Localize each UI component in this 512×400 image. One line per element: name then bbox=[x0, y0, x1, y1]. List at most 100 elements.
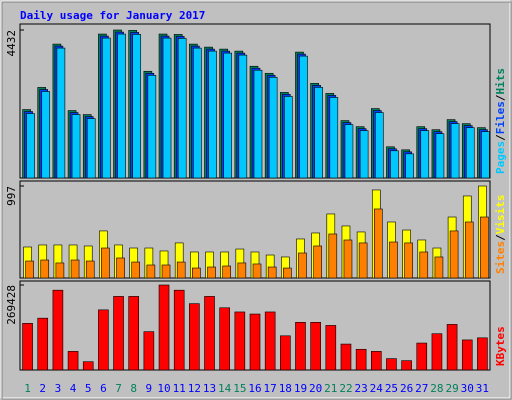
x-tick-label: 5 bbox=[85, 382, 92, 395]
bar bbox=[131, 261, 141, 279]
x-tick-label: 13 bbox=[203, 382, 216, 395]
x-tick-label: 12 bbox=[188, 382, 201, 395]
x-tick-label: 26 bbox=[400, 382, 413, 395]
bar bbox=[253, 69, 263, 179]
bar bbox=[208, 50, 217, 179]
x-tick-label: 24 bbox=[370, 382, 384, 395]
legend-entry: Hits bbox=[494, 68, 507, 95]
x-tick-label: 30 bbox=[461, 382, 474, 395]
bar bbox=[234, 311, 246, 371]
bar bbox=[161, 264, 171, 279]
bar bbox=[370, 351, 382, 371]
bar bbox=[40, 259, 50, 279]
bar bbox=[204, 296, 215, 371]
bar bbox=[434, 256, 444, 279]
bar bbox=[132, 34, 142, 179]
bar bbox=[70, 259, 80, 279]
y-tick-label: 997 bbox=[5, 186, 18, 206]
bar bbox=[477, 337, 488, 371]
bar bbox=[101, 247, 110, 279]
bar bbox=[71, 114, 81, 179]
bar bbox=[404, 242, 413, 279]
bar bbox=[313, 245, 322, 279]
bar bbox=[314, 87, 323, 179]
x-tick-label: 28 bbox=[430, 382, 443, 395]
x-tick-label: 11 bbox=[173, 382, 186, 395]
bar bbox=[146, 264, 156, 279]
bar bbox=[222, 265, 231, 279]
x-tick-label: 1 bbox=[24, 382, 31, 395]
bar bbox=[340, 343, 352, 371]
x-tick-label: 22 bbox=[339, 382, 352, 395]
bar bbox=[37, 317, 49, 371]
bar bbox=[310, 321, 321, 371]
bar bbox=[295, 321, 306, 371]
bar bbox=[298, 252, 307, 279]
bar bbox=[113, 296, 124, 371]
bar bbox=[464, 221, 474, 279]
bar bbox=[374, 112, 384, 179]
bar bbox=[177, 38, 187, 179]
y-tick-label: 269428 bbox=[5, 285, 18, 325]
bar bbox=[26, 113, 35, 179]
bar bbox=[189, 303, 200, 371]
bar bbox=[117, 33, 126, 179]
bar bbox=[465, 127, 475, 179]
x-tick-label: 14 bbox=[218, 382, 232, 395]
legend-separator: / bbox=[494, 94, 507, 101]
bar bbox=[405, 153, 414, 179]
bar bbox=[358, 242, 368, 279]
legend-entry: Pages bbox=[494, 141, 507, 174]
bar bbox=[173, 289, 185, 371]
x-tick-label: 3 bbox=[55, 382, 62, 395]
x-tick-label: 21 bbox=[324, 382, 337, 395]
legend-entry: Visits bbox=[494, 195, 507, 235]
x-tick-label: 20 bbox=[309, 382, 322, 395]
bar bbox=[461, 339, 473, 371]
x-tick-label: 23 bbox=[355, 382, 368, 395]
bar bbox=[85, 260, 95, 279]
bar bbox=[52, 289, 64, 371]
bar bbox=[386, 358, 397, 371]
bar bbox=[329, 97, 339, 179]
legend: Sites/Visits bbox=[494, 195, 507, 275]
x-tick-label: 17 bbox=[264, 382, 277, 395]
bar bbox=[162, 37, 172, 179]
bar bbox=[344, 124, 354, 179]
bar bbox=[480, 216, 489, 279]
bar bbox=[373, 208, 383, 279]
x-tick-label: 9 bbox=[146, 382, 153, 395]
bar bbox=[355, 348, 367, 371]
x-tick-label: 6 bbox=[100, 382, 107, 395]
bar bbox=[249, 313, 261, 371]
bar bbox=[41, 91, 51, 179]
legend-separator: / bbox=[494, 234, 507, 241]
bar bbox=[449, 230, 459, 279]
x-tick-label: 25 bbox=[385, 382, 398, 395]
bar bbox=[268, 76, 278, 179]
bar bbox=[116, 257, 125, 279]
x-tick-label: 4 bbox=[70, 382, 77, 395]
bar bbox=[283, 267, 292, 279]
bar bbox=[284, 96, 293, 179]
bar bbox=[419, 251, 429, 279]
bar bbox=[98, 309, 109, 371]
chart-title: Daily usage for January 2017 bbox=[20, 9, 205, 22]
bar bbox=[193, 47, 202, 179]
bar bbox=[325, 325, 337, 371]
x-tick-label: 27 bbox=[415, 382, 428, 395]
bar bbox=[86, 118, 96, 179]
x-tick-label: 19 bbox=[294, 382, 307, 395]
bar bbox=[25, 260, 34, 279]
bar bbox=[420, 130, 430, 179]
x-tick-label: 16 bbox=[248, 382, 261, 395]
x-tick-label: 2 bbox=[39, 382, 46, 395]
legend: Pages/Files/Hits bbox=[494, 68, 507, 174]
x-tick-label: 31 bbox=[476, 382, 489, 395]
x-tick-label: 10 bbox=[157, 382, 170, 395]
bar bbox=[55, 262, 65, 279]
bar bbox=[56, 47, 66, 179]
bar bbox=[207, 266, 216, 279]
